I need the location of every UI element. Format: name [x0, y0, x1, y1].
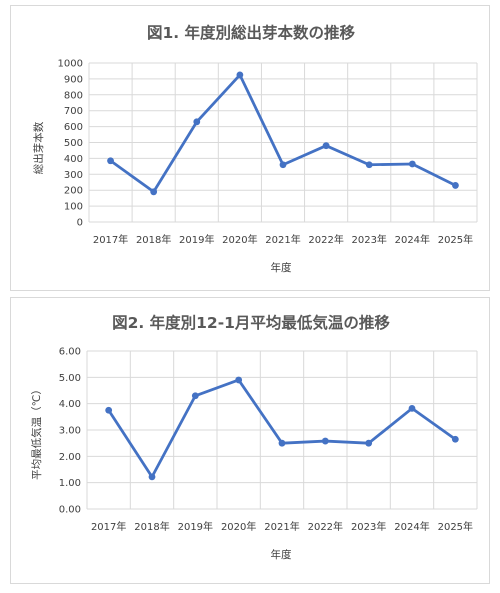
- data-point: [278, 439, 286, 447]
- y-tick-label: 900: [64, 74, 83, 85]
- data-point: [365, 439, 373, 447]
- data-point: [408, 405, 416, 412]
- x-tick-label: 2017年: [93, 233, 128, 246]
- data-point: [408, 160, 416, 168]
- y-tick-label: 700: [64, 106, 83, 117]
- y-tick-label: 5.00: [59, 373, 81, 384]
- y-tick-label: 300: [64, 170, 83, 181]
- data-point: [365, 161, 373, 169]
- y-tick-label: 400: [64, 154, 83, 165]
- x-tick-label: 2022年: [308, 520, 343, 533]
- data-point: [105, 406, 113, 414]
- x-tick-label: 2020年: [221, 520, 256, 533]
- y-tick-label: 6.00: [59, 347, 81, 358]
- data-point: [236, 71, 244, 79]
- x-tick-label: 2025年: [438, 520, 473, 533]
- x-tick-label: 2024年: [394, 520, 429, 533]
- y-tick-label: 100: [64, 202, 83, 213]
- chart-panel-2: 図2. 年度別12-1月平均最低気温の推移 年度 平均最低気温（℃） 0.00 1…: [10, 297, 490, 584]
- x-tick-label: 2018年: [136, 233, 171, 246]
- chart-2-gridlines: [86, 350, 478, 510]
- x-tick-label: 2024年: [395, 233, 430, 246]
- y-tick-label: 0: [77, 218, 83, 229]
- x-tick-label: 2025年: [438, 233, 473, 246]
- x-tick-label: 2021年: [264, 520, 299, 533]
- chart-1-gridlines: [88, 62, 478, 223]
- y-tick-label: 3.00: [59, 426, 81, 437]
- data-point: [452, 182, 459, 189]
- data-point: [193, 118, 201, 126]
- data-point: [235, 376, 243, 384]
- data-point: [322, 142, 330, 150]
- data-point: [150, 188, 158, 196]
- y-tick-label: 0.00: [59, 505, 81, 516]
- data-point: [279, 161, 287, 169]
- x-tick-label: 2019年: [179, 233, 214, 246]
- data-point: [148, 473, 156, 481]
- y-tick-label: 1.00: [59, 478, 81, 489]
- chart-1-title: 図1. 年度別総出芽本数の推移: [147, 23, 356, 42]
- data-point: [107, 157, 114, 165]
- chart-2-svg: 図2. 年度別12-1月平均最低気温の推移 年度 平均最低気温（℃） 0.00 1…: [30, 313, 478, 561]
- chart-2-ylabel: 平均最低気温（℃）: [30, 384, 43, 480]
- x-tick-label: 2017年: [91, 520, 126, 533]
- y-tick-label: 800: [64, 90, 83, 101]
- y-tick-label: 200: [64, 186, 83, 197]
- x-tick-label: 2023年: [351, 520, 386, 533]
- chart-2-xlabel: 年度: [271, 548, 292, 561]
- chart-1-ylabel: 総出芽本数: [32, 121, 45, 174]
- chart-1-xlabel: 年度: [271, 261, 292, 274]
- x-tick-label: 2021年: [265, 233, 300, 246]
- x-tick-label: 2023年: [351, 233, 386, 246]
- y-tick-label: 500: [64, 138, 83, 149]
- chart-panel-1: 図1. 年度別総出芽本数の推移 年度 総出芽本数 0 100 200 300 400 50…: [10, 5, 490, 291]
- y-tick-label: 2.00: [59, 452, 81, 463]
- chart-2-title: 図2. 年度別12-1月平均最低気温の推移: [112, 313, 390, 332]
- y-tick-label: 1000: [58, 59, 83, 70]
- data-point: [191, 392, 199, 400]
- data-point: [321, 437, 329, 445]
- x-tick-label: 2019年: [178, 520, 213, 533]
- x-tick-label: 2020年: [222, 233, 257, 246]
- x-tick-label: 2018年: [134, 520, 169, 533]
- data-point: [451, 435, 459, 443]
- y-tick-label: 4.00: [59, 399, 81, 410]
- chart-1-svg: 図1. 年度別総出芽本数の推移 年度 総出芽本数 0 100 200 300 400 50…: [32, 23, 478, 274]
- series-line: [107, 378, 457, 479]
- x-tick-label: 2022年: [308, 233, 343, 246]
- y-tick-label: 600: [64, 122, 83, 133]
